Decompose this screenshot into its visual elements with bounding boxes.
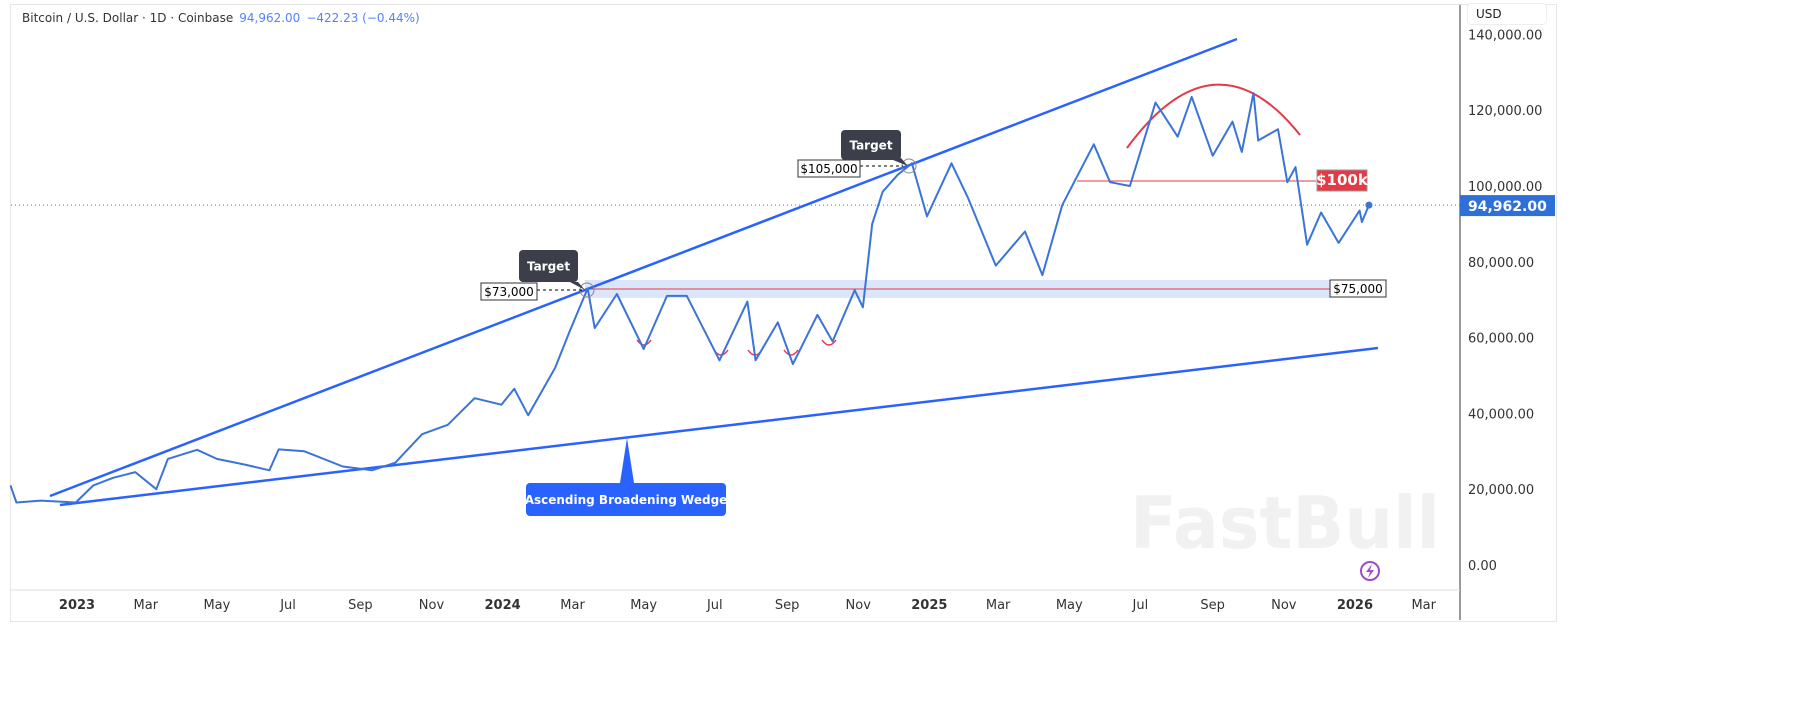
watermark-logo: FastBull — [1130, 481, 1440, 565]
time-tick-label: Nov — [1271, 598, 1297, 613]
price-tick-label: 140,000.00 — [1468, 28, 1542, 43]
price-tick-label: 60,000.00 — [1468, 332, 1534, 347]
price-change: −422.23 (−0.44%) — [306, 11, 420, 25]
time-tick-label: 2025 — [911, 598, 947, 613]
chart-frame — [10, 4, 1557, 622]
time-tick-label: May — [1056, 598, 1083, 613]
time-tick-label: Nov — [846, 598, 872, 613]
last-price-dot — [1365, 201, 1373, 209]
wedge-upper-line — [49, 37, 1238, 498]
label-75k-box — [1329, 279, 1387, 298]
target-callout-2-text: Target — [849, 139, 892, 153]
price-tick-label: 80,000.00 — [1468, 256, 1534, 271]
wedge-annotation-box — [526, 483, 726, 516]
time-tick-label: Mar — [560, 598, 585, 613]
label-100k-text: $100k — [1316, 171, 1369, 189]
label-73k-text: $73,000 — [484, 285, 534, 299]
last-price-tag-text: 94,962.00 — [1468, 199, 1547, 215]
price-tick-label: 120,000.00 — [1468, 104, 1542, 119]
rounded-top-arc — [1126, 83, 1301, 149]
last-price-tag — [1460, 195, 1555, 217]
label-75k-text: $75,000 — [1333, 282, 1383, 296]
label-105k-box — [797, 159, 861, 178]
target-callout-1-text: Target — [527, 260, 570, 274]
label-105k-text: $105,000 — [800, 162, 857, 176]
time-tick-label: 2024 — [484, 598, 520, 613]
bottom-marker — [821, 339, 837, 346]
label-73k-box — [480, 282, 538, 301]
time-tick-label: Sep — [348, 598, 373, 613]
time-tick-label: 2023 — [59, 598, 95, 613]
bottom-marker — [636, 339, 652, 346]
lightning-glyph — [1366, 564, 1374, 578]
price-tick-label: 20,000.00 — [1468, 483, 1534, 498]
time-tick-label: Jul — [1132, 598, 1149, 613]
callout-pointer — [570, 282, 585, 290]
time-tick-label: Mar — [1411, 598, 1436, 613]
time-tick-label: Mar — [134, 598, 159, 613]
price-tick-label: 100,000.00 — [1468, 180, 1542, 195]
label-100k-box — [1316, 169, 1368, 192]
symbol-title: Bitcoin / U.S. Dollar · 1D · Coinbase — [22, 11, 234, 25]
time-tick-label: Sep — [1200, 598, 1225, 613]
wedge-annotation-text: Ascending Broadening Wedge — [525, 493, 728, 507]
callout-pointer — [893, 158, 908, 166]
currency-button[interactable]: USD — [1467, 3, 1547, 25]
time-tick-label: Mar — [986, 598, 1011, 613]
time-tick-label: May — [630, 598, 657, 613]
time-tick-label: Nov — [419, 598, 445, 613]
time-tick-label: 2026 — [1337, 598, 1373, 613]
wedge-lower-line — [59, 346, 1379, 507]
last-price: 94,962.00 — [239, 11, 301, 25]
price-tick-label: 40,000.00 — [1468, 407, 1534, 422]
target-callout-2-box — [841, 130, 901, 160]
target-callout-1-box — [519, 250, 578, 282]
lightning-icon — [1360, 561, 1380, 581]
time-tick-label: May — [203, 598, 230, 613]
bottom-marker — [783, 349, 799, 356]
price-series-line — [9, 92, 1370, 504]
time-tick-label: Sep — [775, 598, 800, 613]
time-tick-label: Jul — [279, 598, 296, 613]
time-tick-label: Jul — [706, 598, 723, 613]
price-tick-label: 0.00 — [1468, 559, 1497, 574]
symbol-header: Bitcoin / U.S. Dollar · 1D · Coinbase 94,… — [22, 11, 420, 25]
annotation-pointer — [620, 438, 634, 483]
